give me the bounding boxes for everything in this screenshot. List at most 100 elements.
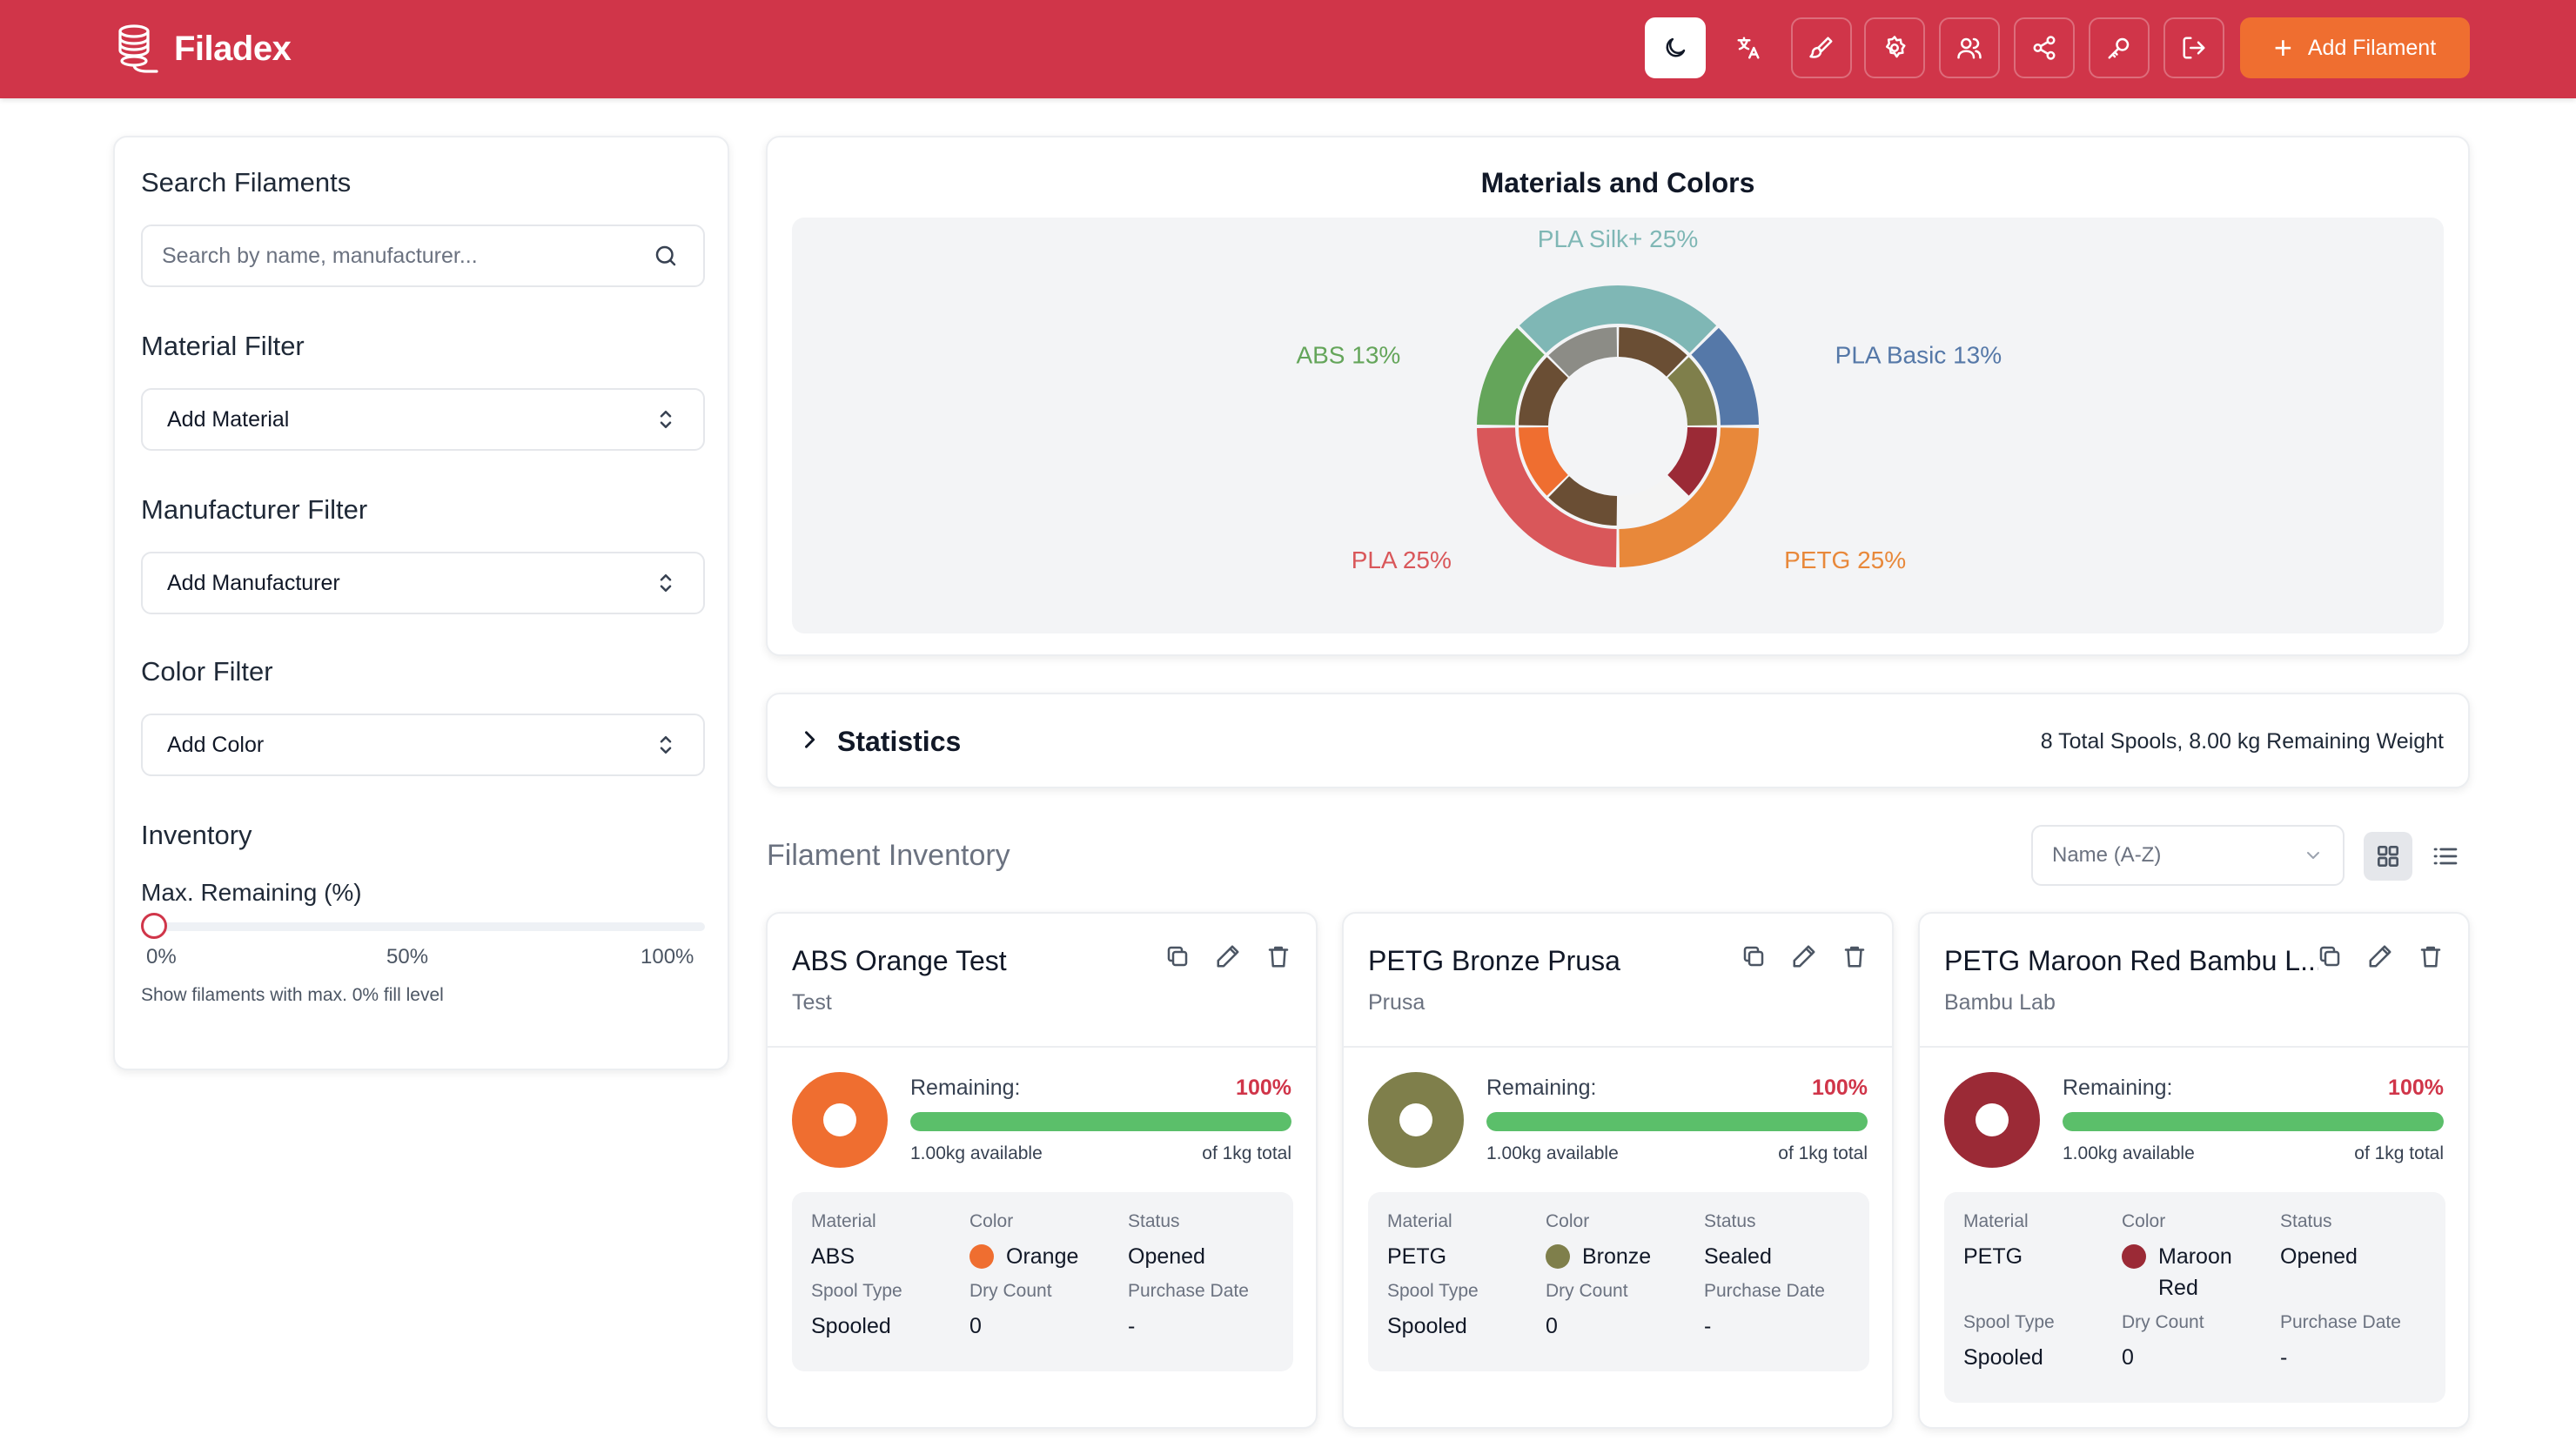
filament-card[interactable]: PETG Bronze Prusa Prusa Remaining: 100% … [1342,912,1894,1429]
detail-label: Color [1546,1211,1590,1231]
brand[interactable]: Filadex [111,16,292,82]
settings-button[interactable] [1864,17,1925,78]
slice-label-4: ABS 13% [1296,341,1400,368]
inner-slice-0[interactable] [1548,327,1618,377]
search-input[interactable]: Search by name, manufacturer... [141,225,705,287]
remaining-slider-thumb[interactable] [141,913,167,939]
copy-icon [2319,946,2340,967]
material-select-label: Add Material [167,406,290,432]
copy-icon [1167,946,1188,967]
detail-purchase-date: Purchase Date - [2280,1312,2401,1373]
grid-view-button[interactable] [2364,832,2412,881]
outer-slice-2[interactable] [1619,427,1759,567]
detail-label: Spool Type [811,1281,902,1301]
remaining-label: Remaining: [910,1076,1021,1100]
detail-label: Purchase Date [2280,1312,2401,1332]
logout-button[interactable] [2163,17,2224,78]
detail-color: Color Bronze [1546,1211,1651,1272]
inner-slice-2[interactable] [1667,357,1717,426]
remaining-progress-bar [910,1112,1291,1131]
spool-color-swatch [792,1072,888,1168]
trash-icon [2420,946,2441,968]
materials-donut-chart: PLA Silk+ 25% PLA Basic 13% PETG 25% PLA 25… [1296,225,2002,573]
dark-mode-button[interactable] [1645,17,1706,78]
grid-icon [2378,846,2398,867]
material-select[interactable]: Add Material [141,388,705,451]
search-placeholder: Search by name, manufacturer... [162,243,478,268]
inner-slice-1[interactable] [1618,327,1687,377]
inner-slice-3[interactable] [1667,426,1717,496]
duplicate-button[interactable] [1741,943,1767,969]
paintbrush-icon [1809,37,1833,58]
inner-slice-4[interactable] [1618,476,1687,526]
users-button[interactable] [1939,17,2000,78]
filament-details: Material ABS Color Orange Status Opened … [792,1192,1293,1371]
slice-label-2: PETG 25% [1784,546,1906,573]
slider-min-label: 0% [146,945,177,968]
remaining-progress-bar [1486,1112,1868,1131]
theme-button[interactable] [1791,17,1852,78]
sort-select[interactable]: Name (A-Z) [2031,825,2345,886]
card-actions [1164,943,1291,969]
remaining-percent: 100% [1812,1076,1868,1100]
detail-label: Purchase Date [1128,1281,1249,1301]
remaining-total: of 1kg total [1778,1143,1868,1163]
color-select[interactable]: Add Color [141,714,705,776]
detail-value: ABS [811,1244,855,1269]
delete-button[interactable] [2418,943,2444,969]
filament-name: PETG Bronze Prusa [1368,945,1620,976]
inner-slice-7[interactable] [1519,357,1568,426]
outer-slice-1[interactable] [1691,327,1759,426]
filter-sidebar: Search Filaments Search by name, manufac… [113,136,729,1070]
filament-card[interactable]: ABS Orange Test Test Remaining: 100% 1.0… [766,912,1318,1429]
duplicate-button[interactable] [2317,943,2343,969]
statistics-panel[interactable]: Statistics 8 Total Spools, 8.00 kg Remai… [766,693,2470,788]
share-button[interactable] [2014,17,2075,78]
detail-value: Bronze [1546,1241,1651,1272]
max-remaining-label: Max. Remaining (%) [141,879,362,906]
edit-button[interactable] [1791,943,1817,969]
filament-card[interactable]: PETG Maroon Red Bambu L... Bambu Lab Rem… [1918,912,2470,1429]
manufacturer-select[interactable]: Add Manufacturer [141,552,705,614]
detail-value: PETG [1387,1244,1447,1269]
color-filter-title: Color Filter [141,656,273,687]
add-filament-button[interactable]: + Add Filament [2240,17,2470,78]
card-divider [768,1046,1316,1048]
detail-label: Dry Count [969,1281,1052,1301]
materials-chart-card: Materials and Colors PLA Silk+ 25% PLA Ba… [766,136,2470,656]
users-icon [1957,37,1982,59]
delete-button[interactable] [1265,943,1291,969]
list-view-button[interactable] [2421,832,2470,881]
detail-value: 0 [2122,1345,2134,1370]
chart-title: Materials and Colors [1480,167,1755,198]
filament-spool-logo-icon [118,24,158,73]
filament-details: Material PETG Color Bronze Status Sealed… [1368,1192,1869,1371]
detail-value: - [1128,1314,1136,1338]
password-button[interactable] [2089,17,2150,78]
language-button[interactable] [1718,17,1779,78]
edit-button[interactable] [2367,943,2393,969]
detail-material: Material PETG [1387,1211,1452,1272]
detail-label: Material [1387,1211,1452,1231]
pencil-icon [1793,945,1815,968]
outer-slice-4[interactable] [1477,327,1545,426]
duplicate-button[interactable] [1164,943,1191,969]
remaining-slider-track[interactable] [141,922,705,931]
detail-status: Status Opened [1128,1211,1205,1272]
detail-spool-type: Spool Type Spooled [811,1281,902,1342]
detail-purchase-date: Purchase Date - [1704,1281,1825,1342]
inner-slice-5[interactable] [1548,476,1618,526]
card-divider [1344,1046,1892,1048]
spool-color-swatch [1368,1072,1464,1168]
delete-button[interactable] [1841,943,1868,969]
detail-label: Dry Count [2122,1312,2204,1332]
outer-slice-0[interactable] [1519,285,1717,353]
chevron-right-icon[interactable] [797,727,822,752]
outer-slice-3[interactable] [1477,427,1617,567]
edit-button[interactable] [1215,943,1241,969]
inner-slice-6[interactable] [1519,426,1568,496]
card-actions [2317,943,2444,969]
inventory-section-title: Filament Inventory [767,839,1010,872]
detail-value: Maroon Red [2122,1241,2263,1304]
slice-label-3: PLA 25% [1352,546,1452,573]
